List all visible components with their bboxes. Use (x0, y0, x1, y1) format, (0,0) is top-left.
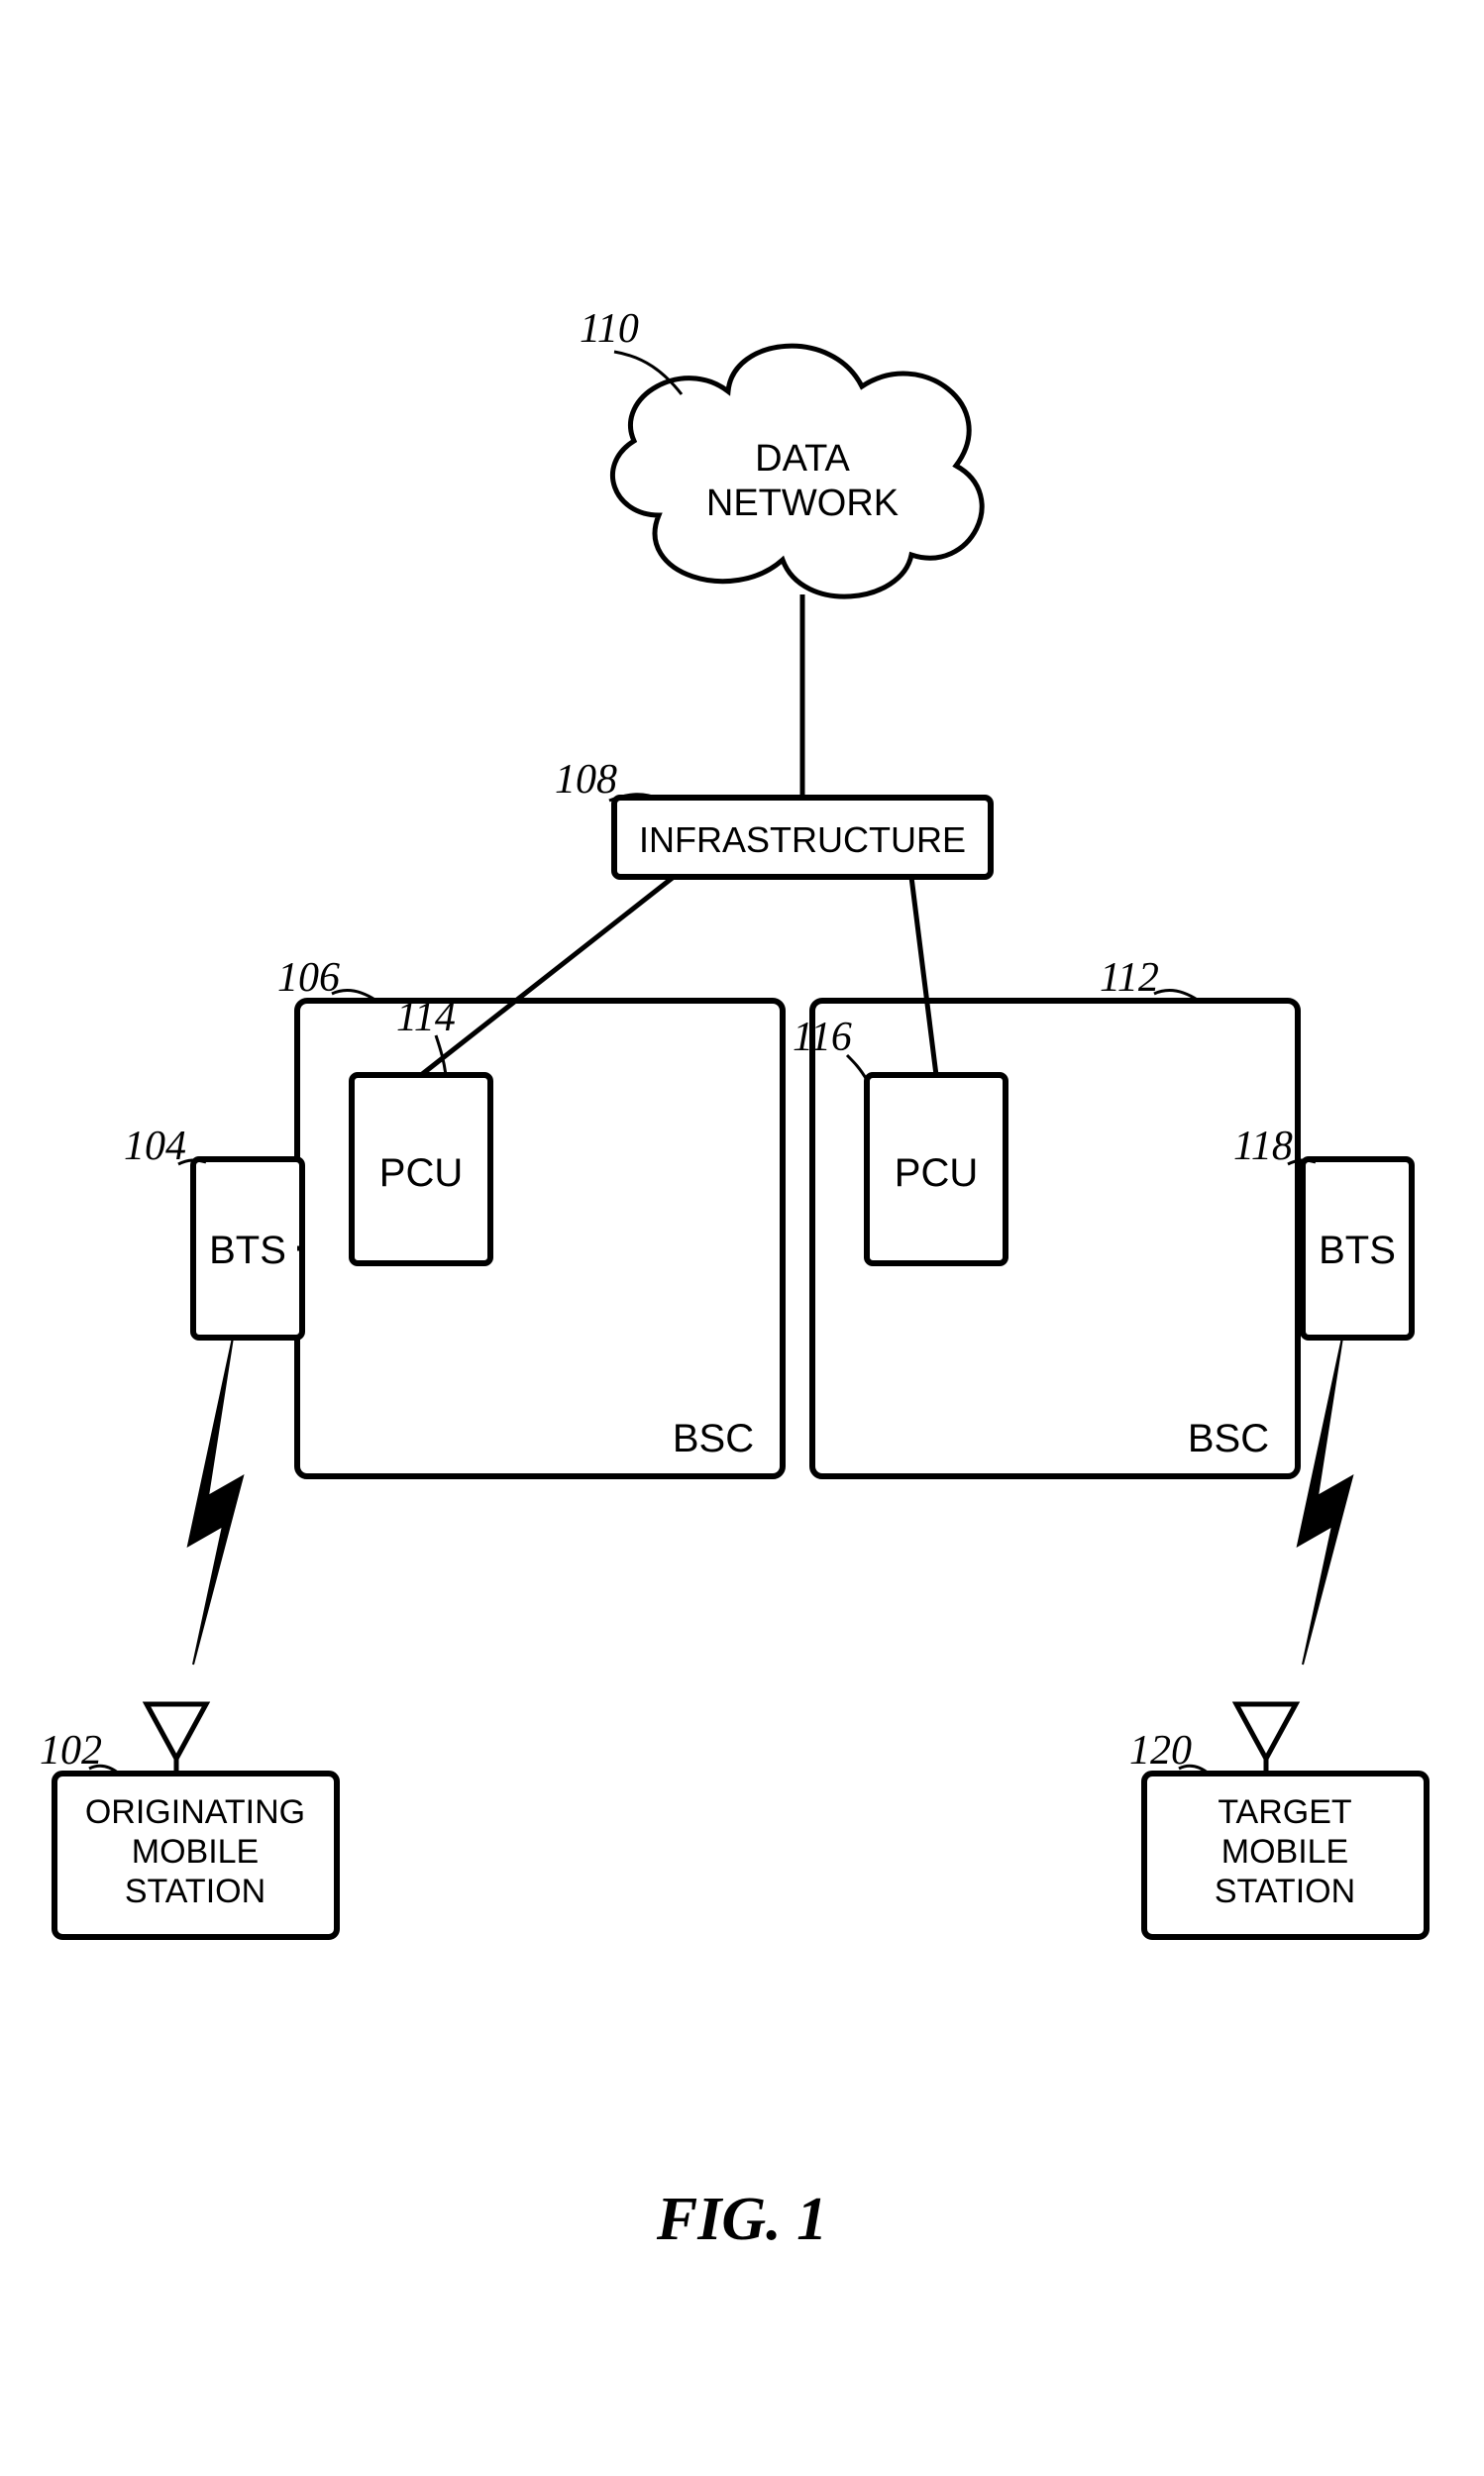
pcu2-label: PCU (895, 1151, 978, 1195)
bts1-label: BTS (209, 1229, 286, 1272)
ref-114: 114 (396, 995, 456, 1040)
targ-ms-l1: TARGET (1218, 1793, 1351, 1831)
cloud-label-2: NETWORK (706, 483, 899, 524)
network-diagram: DATA NETWORK 110 INFRASTRUCTURE 108 BSC … (0, 0, 1484, 2476)
orig-ms-l3: STATION (125, 1873, 265, 1910)
orig-ms-l2: MOBILE (132, 1833, 259, 1871)
box-target-mobile-station: TARGET MOBILE STATION (1144, 1774, 1427, 1937)
ref-106: 106 (277, 955, 340, 1001)
box-orig-mobile-station: ORIGINATING MOBILE STATION (54, 1774, 337, 1937)
box-bts-2: BTS (1303, 1159, 1412, 1338)
figure-label: FIG. 1 (656, 2186, 827, 2253)
ref-104: 104 (124, 1124, 186, 1169)
cloud-label-1: DATA (755, 438, 850, 480)
ref-112: 112 (1100, 955, 1159, 1001)
bsc1-label: BSC (673, 1417, 754, 1460)
pcu1-label: PCU (379, 1151, 463, 1195)
ref-120: 120 (1129, 1728, 1192, 1774)
targ-ms-l3: STATION (1215, 1873, 1355, 1910)
bts2-label: BTS (1319, 1229, 1396, 1272)
ref-110: 110 (580, 306, 639, 352)
targ-ms-l2: MOBILE (1221, 1833, 1348, 1871)
box-infrastructure: INFRASTRUCTURE (614, 798, 991, 877)
box-pcu-1: PCU (352, 1075, 490, 1263)
ref-108: 108 (555, 757, 617, 803)
box-bts-1: BTS (193, 1159, 302, 1338)
ref-102: 102 (40, 1728, 102, 1774)
box-pcu-2: PCU (867, 1075, 1006, 1263)
infra-label: INFRASTRUCTURE (639, 819, 966, 860)
orig-ms-l1: ORIGINATING (85, 1793, 305, 1831)
ref-118: 118 (1233, 1124, 1293, 1169)
ref-116: 116 (793, 1015, 852, 1060)
bsc2-label: BSC (1188, 1417, 1269, 1460)
